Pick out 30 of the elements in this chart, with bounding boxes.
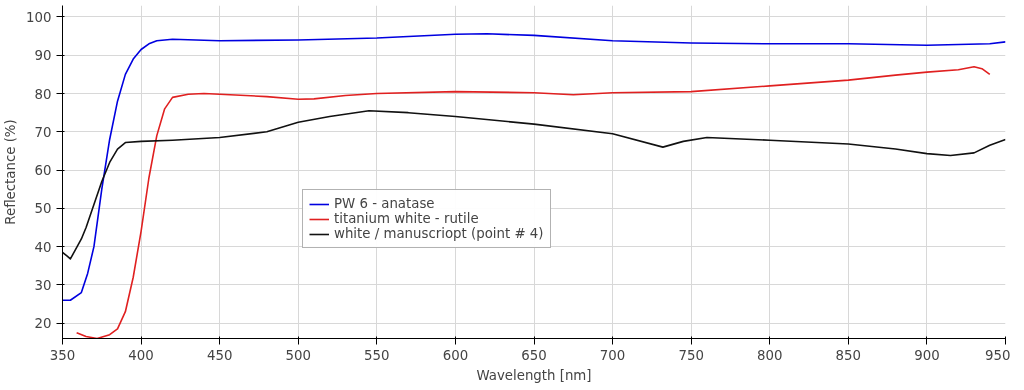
line-series xyxy=(62,33,1006,302)
x-axis-title: Wavelength [nm] xyxy=(476,367,592,383)
x-tick-label: 850 xyxy=(835,347,862,363)
x-tick-label: 800 xyxy=(757,347,783,363)
x-tick-label: 650 xyxy=(521,347,547,363)
legend-label: PW 6 - anatase xyxy=(334,196,435,211)
y-tick-label: 30 xyxy=(34,277,52,293)
x-tick-label: 700 xyxy=(599,347,626,363)
y-axis-title: Reflectance (%) xyxy=(3,119,19,225)
line-series xyxy=(62,109,1006,260)
y-tick-label: 60 xyxy=(34,163,52,179)
y-tick-label: 100 xyxy=(26,9,52,25)
legend-label: titanium white - rutile xyxy=(334,211,479,226)
x-tick-label: 600 xyxy=(442,347,469,363)
y-tick-label: 50 xyxy=(34,201,52,217)
x-tick-label: 950 xyxy=(985,347,1011,363)
line-series xyxy=(75,65,991,339)
y-tick-label: 80 xyxy=(34,86,52,102)
y-tick-label: 70 xyxy=(34,124,52,140)
x-tick-label: 450 xyxy=(206,347,233,363)
x-tick-label: 750 xyxy=(678,347,704,363)
y-tick-label: 20 xyxy=(34,316,52,332)
y-tick-label: 40 xyxy=(34,239,52,255)
x-tick-label: 400 xyxy=(128,347,154,363)
x-tick-label: 500 xyxy=(285,347,311,363)
x-tick-label: 350 xyxy=(49,347,76,363)
x-tick-label: 550 xyxy=(364,347,390,363)
x-tick-label: 900 xyxy=(914,347,940,363)
legend-label: white / manuscriopt (point # 4) xyxy=(334,226,544,241)
y-tick-label: 90 xyxy=(34,48,52,64)
